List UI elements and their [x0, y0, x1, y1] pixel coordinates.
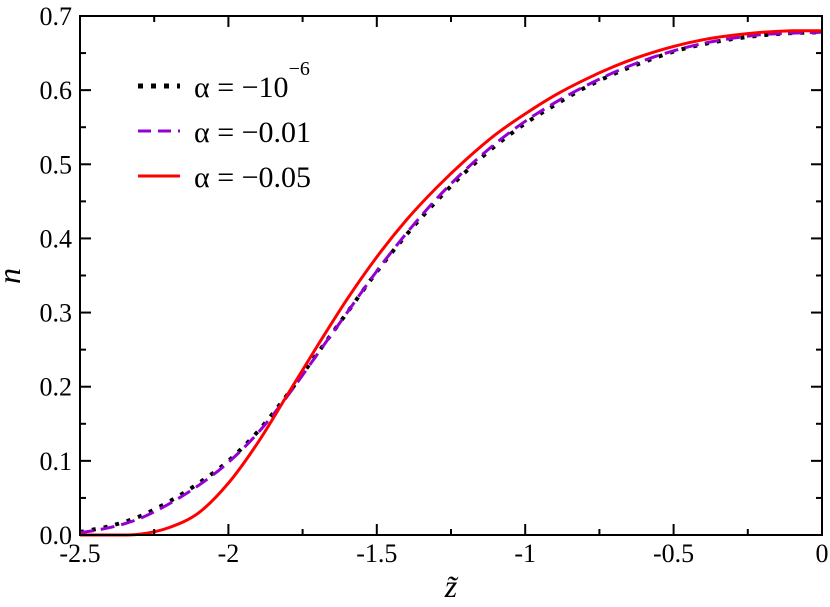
x-tick-label: -0.5 [653, 539, 694, 568]
y-tick-label: 0.4 [40, 224, 73, 253]
y-tick-label: 0.2 [40, 373, 73, 402]
series-layer [79, 29, 823, 537]
legend-entry-label: α = −0.01 [194, 116, 311, 149]
series-line [79, 30, 823, 535]
series-line [79, 30, 823, 534]
y-tick-label: 0.5 [40, 150, 73, 179]
x-axis-label: z̃ [444, 568, 459, 604]
x-tick-label: -1 [514, 539, 536, 568]
legend-entry-label: α = −0.05 [194, 161, 311, 194]
x-tick-label: -2.5 [59, 539, 100, 568]
y-tick-label: 0.6 [40, 76, 73, 105]
y-tick-label: 0.7 [40, 2, 73, 31]
y-tick-label: 0.0 [40, 521, 73, 550]
x-tick-label: 0 [816, 539, 829, 568]
y-tick-label: 0.3 [40, 299, 73, 328]
series-line [79, 29, 823, 537]
y-axis-label: n [0, 268, 27, 284]
legend-superscript: −6 [289, 58, 310, 80]
x-tick-label: -2 [218, 539, 240, 568]
ticks-layer: -2.5 -2 -1.5 -1 -0.5 0 0.0 0.1 0.2 0.3 0.4 0.5 0.6 0.… [40, 2, 829, 568]
x-tick-label: -1.5 [356, 539, 397, 568]
y-tick-label: 0.1 [40, 447, 73, 476]
